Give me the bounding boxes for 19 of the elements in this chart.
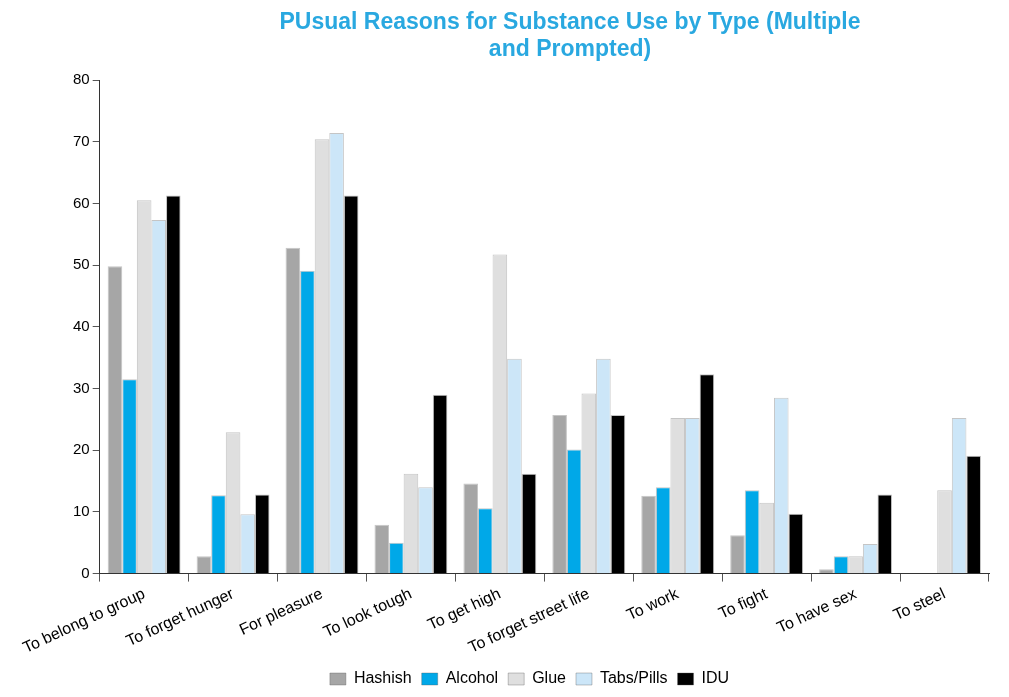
legend-label: Alcohol xyxy=(445,669,499,687)
x-tick-label: To fight xyxy=(715,584,771,622)
y-tick-label: 10 xyxy=(73,502,90,520)
y-tick-label: 70 xyxy=(73,131,90,149)
legend-label: IDU xyxy=(701,669,730,687)
legend-label: Hashish xyxy=(353,669,412,687)
y-tick-label: 0 xyxy=(81,563,90,581)
legend-label: Glue xyxy=(532,669,567,687)
x-tick-label: To have sex xyxy=(774,584,859,637)
legend-label: Tabs/Pills xyxy=(599,669,668,687)
y-tick-label: 40 xyxy=(73,316,90,334)
y-tick-label: 80 xyxy=(73,70,90,88)
chart-title: PUsual Reasons for Substance Use by Type (Multiple and Prompted) xyxy=(278,8,862,62)
x-tick-label: To work xyxy=(623,584,682,624)
y-tick-label: 60 xyxy=(73,193,90,211)
x-tick-label: To steel xyxy=(890,584,948,624)
y-tick-label: 50 xyxy=(73,255,90,273)
y-tick-label: 20 xyxy=(73,440,90,458)
y-tick-label: 30 xyxy=(73,378,90,396)
